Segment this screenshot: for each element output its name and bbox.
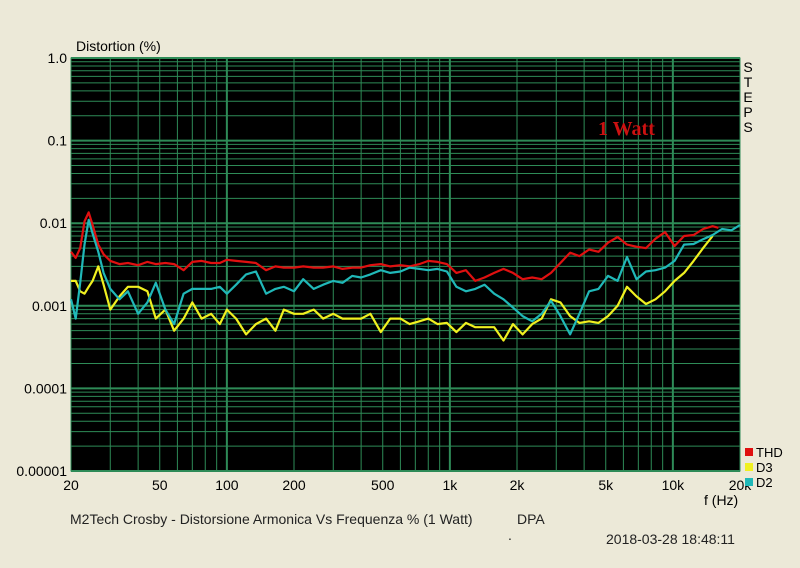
legend-label-d3: D3 — [756, 460, 773, 475]
x-tick-label: 10k — [662, 477, 686, 493]
x-tick-label: 1k — [442, 477, 458, 493]
legend-swatch-d2 — [745, 478, 753, 486]
x-tick-label: 50 — [152, 477, 168, 493]
y-tick-label: 0.1 — [48, 133, 68, 149]
y-tick-label: 0.0001 — [24, 380, 67, 396]
chart-caption: M2Tech Crosby - Distorsione Armonica Vs … — [70, 511, 473, 527]
series-line-d2 — [69, 218, 741, 336]
steps-letter: P — [743, 104, 752, 120]
legend-swatch-d3 — [745, 463, 753, 471]
plot-area — [71, 58, 740, 471]
legend-label-thd: THD — [756, 445, 783, 460]
series-line-d3 — [71, 235, 714, 342]
plot-border — [70, 57, 741, 472]
series-line-thd — [70, 211, 719, 282]
y-tick-labels: 1.0 0.1 0.01 0.001 0.0001 0.00001 — [16, 50, 67, 479]
x-tick-label: 100 — [215, 477, 239, 493]
y-tick-label: 1.0 — [48, 50, 68, 66]
legend-label-d2: D2 — [756, 475, 773, 490]
x-axis-title: f (Hz) — [704, 492, 738, 508]
x-tick-label: 500 — [371, 477, 395, 493]
y-tick-label: 0.001 — [32, 298, 67, 314]
x-tick-labels: 20 50 100 200 500 1k 2k 5k 10k 20k — [63, 477, 752, 493]
y-tick-label: 0.01 — [40, 215, 67, 231]
footer-dot: . — [508, 527, 512, 543]
series-lines — [69, 211, 741, 342]
legend-swatch-thd — [745, 448, 753, 456]
power-annotation: 1 Watt — [598, 118, 655, 140]
x-tick-label: 200 — [282, 477, 306, 493]
y-axis-title: Distortion (%) — [76, 38, 161, 54]
x-tick-label: 5k — [598, 477, 614, 493]
source-label: DPA — [517, 511, 545, 527]
steps-letter: E — [743, 89, 752, 105]
x-tick-label: 20 — [63, 477, 79, 493]
x-tick-label: 2k — [510, 477, 526, 493]
steps-letter: T — [744, 74, 753, 90]
steps-letter: S — [743, 119, 752, 135]
grid-lines — [70, 57, 741, 472]
y-tick-label: 0.00001 — [16, 463, 67, 479]
timestamp: 2018-03-28 18:48:11 — [606, 531, 735, 547]
steps-letter: S — [743, 59, 752, 75]
